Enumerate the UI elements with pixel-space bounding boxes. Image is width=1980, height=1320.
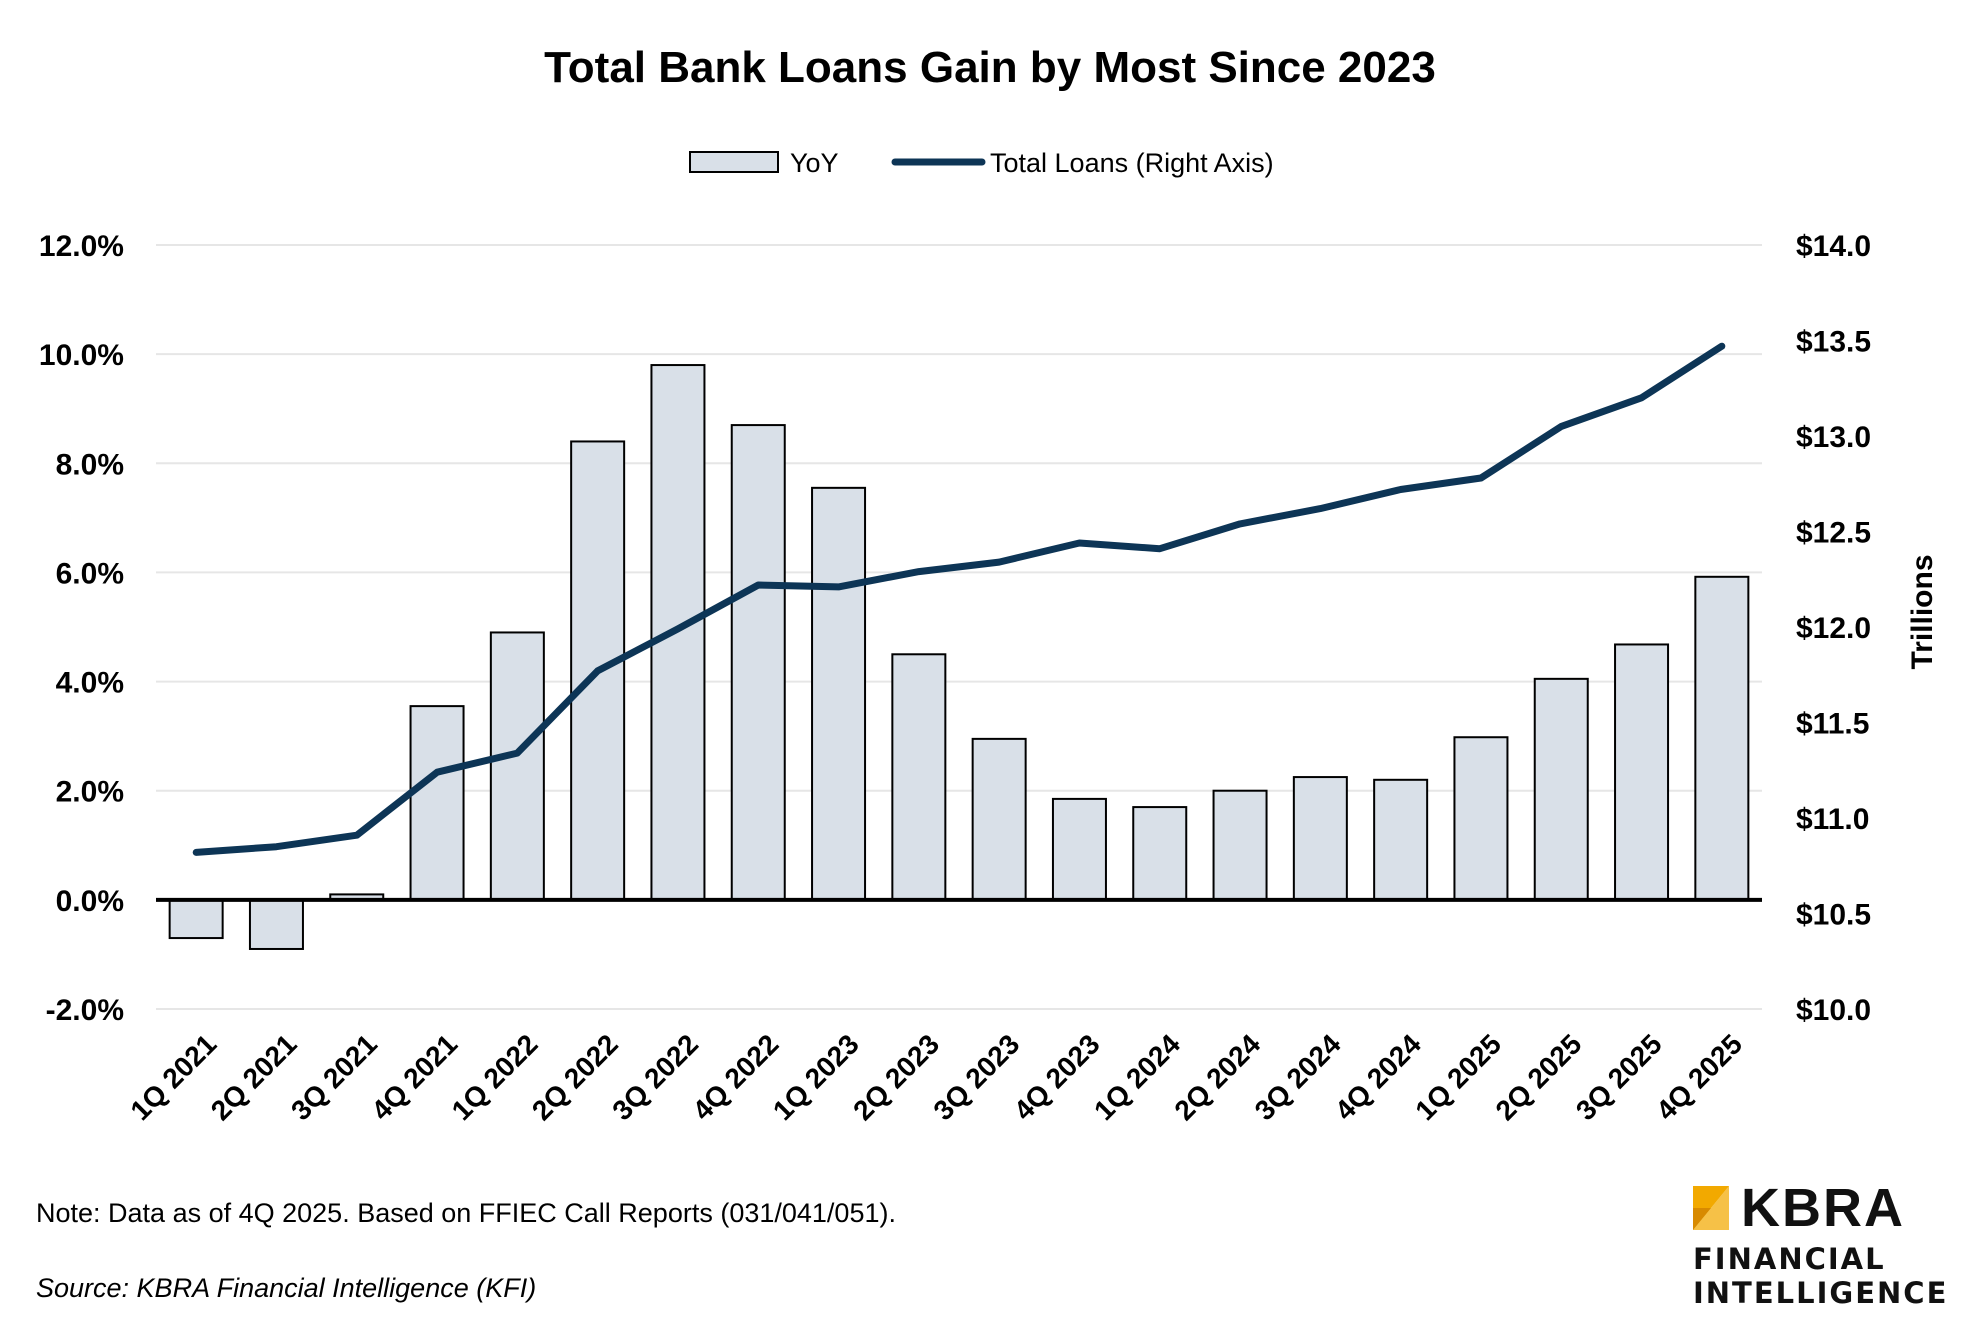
right-axis-ticks: $10.0 $10.5 $11.0 $11.5 $12.0 $12.5 $13.0 $13.5… (1796, 230, 1871, 1027)
kbra-logo-mark-icon (1693, 1186, 1729, 1230)
kbra-logo: KBRA FINANCIAL INTELLIGENCE (1693, 1180, 1973, 1310)
right-tick-label: $10.5 (1796, 899, 1871, 932)
bar-yoy (891, 653, 947, 901)
x-tick-label: 4Q 2024 (1329, 1028, 1427, 1126)
x-tick-label: 2Q 2023 (847, 1028, 945, 1126)
x-tick-label: 2Q 2022 (526, 1028, 624, 1126)
bar-yoy (811, 486, 867, 901)
legend-swatch-yoy (689, 151, 779, 173)
bar-yoy (1694, 575, 1750, 901)
x-tick-label: 1Q 2024 (1088, 1028, 1186, 1126)
bar-yoy (168, 898, 224, 940)
chart-title: Total Bank Loans Gain by Most Since 2023 (544, 43, 1436, 92)
right-axis-title: Trillions (1906, 554, 1939, 669)
x-tick-label: 4Q 2025 (1650, 1028, 1748, 1126)
source-note: Source: KBRA Financial Intelligence (KFI… (36, 1273, 537, 1303)
bar-yoy (409, 705, 465, 901)
x-tick-label: 2Q 2021 (205, 1028, 303, 1126)
left-tick-label: 2.0% (56, 776, 124, 809)
bar-yoy (1292, 776, 1348, 901)
right-tick-label: $11.5 (1796, 708, 1869, 741)
right-tick-label: $12.0 (1796, 612, 1871, 645)
legend-label-yoy: YoY (790, 148, 839, 178)
bar-yoy (1614, 643, 1670, 901)
left-axis-ticks: -2.0% 0.0% 2.0% 4.0% 6.0% 8.0% 10.0% 12.0% (39, 230, 124, 1027)
left-tick-label: 10.0% (39, 339, 124, 372)
x-tick-label: 1Q 2023 (767, 1028, 865, 1126)
bar-yoy (1533, 677, 1589, 901)
line-total-loans (192, 342, 1726, 856)
x-tick-label: 1Q 2021 (125, 1028, 223, 1126)
left-tick-label: 4.0% (56, 667, 124, 700)
total-loans-line (192, 342, 1726, 856)
legend: YoY Total Loans (Right Axis) (689, 148, 1274, 178)
logo-line-2: INTELLIGENCE (1693, 1276, 1949, 1310)
x-tick-label: 2Q 2025 (1490, 1028, 1588, 1126)
right-tick-label: $11.0 (1796, 803, 1869, 836)
x-tick-label: 4Q 2021 (365, 1028, 463, 1126)
bar-yoy (1212, 789, 1268, 901)
x-tick-label: 3Q 2025 (1570, 1028, 1668, 1126)
x-tick-label: 3Q 2021 (285, 1028, 383, 1126)
right-tick-label: $10.0 (1796, 994, 1871, 1027)
right-tick-label: $13.5 (1796, 326, 1871, 359)
bar-yoy (1132, 806, 1188, 901)
footnote: Note: Data as of 4Q 2025. Based on FFIEC… (36, 1198, 896, 1228)
x-tick-label: 3Q 2023 (928, 1028, 1026, 1126)
left-tick-label: 8.0% (56, 448, 124, 481)
logo-word: KBRA (1741, 1178, 1905, 1238)
bar-yoy (730, 424, 786, 901)
bar-yoy (489, 631, 545, 901)
left-tick-label: 0.0% (56, 885, 124, 918)
right-tick-label: $14.0 (1796, 230, 1871, 263)
x-tick-label: 4Q 2023 (1008, 1028, 1106, 1126)
left-tick-label: 12.0% (39, 230, 124, 263)
bar-yoy (1453, 736, 1509, 901)
gridlines (156, 244, 1762, 1010)
bar-yoy (971, 737, 1027, 901)
x-tick-label: 1Q 2022 (446, 1028, 544, 1126)
x-tick-label: 1Q 2025 (1409, 1028, 1507, 1126)
bar-yoy (1051, 797, 1107, 901)
right-tick-label: $12.5 (1796, 517, 1871, 550)
right-tick-label: $13.0 (1796, 421, 1871, 454)
x-tick-label: 3Q 2022 (606, 1028, 704, 1126)
bar-yoy (1373, 778, 1429, 901)
x-tick-label: 3Q 2024 (1249, 1028, 1347, 1126)
logo-line-1: FINANCIAL (1693, 1242, 1886, 1276)
legend-label-total-loans: Total Loans (Right Axis) (990, 148, 1274, 178)
bars (168, 364, 1750, 950)
left-tick-label: -2.0% (46, 994, 124, 1027)
left-tick-label: 6.0% (56, 557, 124, 590)
bar-yoy (248, 898, 304, 950)
x-tick-label: 4Q 2022 (687, 1028, 785, 1126)
x-tick-label: 2Q 2024 (1168, 1028, 1266, 1126)
